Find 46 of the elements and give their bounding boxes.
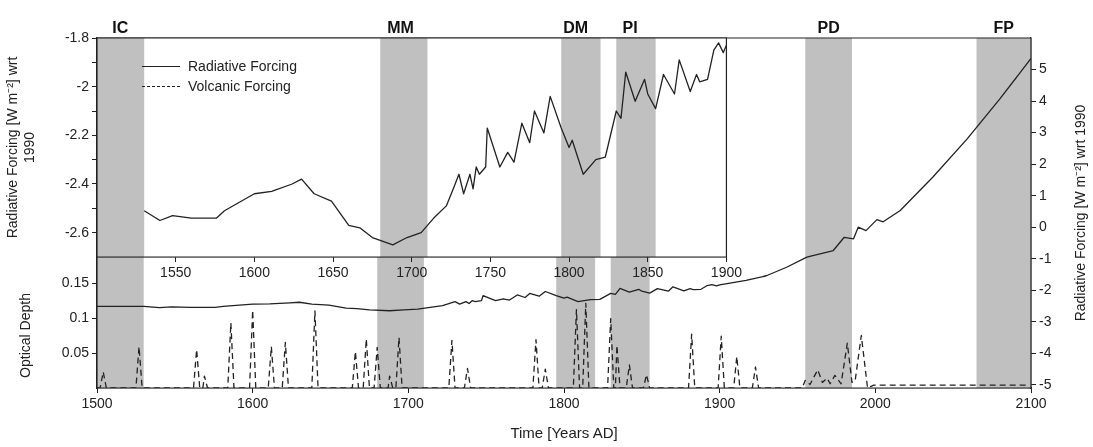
y2-tick-label: 4 [1039,91,1047,108]
x-tick-label: 1700 [396,264,428,281]
y2-tick-label: -4 [1039,344,1052,361]
y2-tick-label: -2 [1039,281,1052,298]
legend-label: Radiative Forcing [188,57,297,76]
y-tick-label: 0.1 [69,308,90,325]
y2-tick-label: 2 [1039,154,1047,171]
x-tick-label: 1850 [632,264,664,281]
band-label: PD [817,19,840,37]
x-tick-label: 1600 [238,264,271,281]
x-tick-label: 1550 [160,264,192,281]
x-tick-label: 2100 [1015,395,1047,412]
x-tick-label: 1750 [474,264,507,281]
y-tick-label: -2.6 [64,223,90,240]
y-tick-label: 0.15 [61,273,90,290]
y2-tick-label: 5 [1039,60,1047,77]
legend-label: Volcanic Forcing [188,77,291,96]
x-tick-label: 1650 [317,264,349,281]
x-tick-label: 1900 [704,395,736,412]
x-tick-label: 1500 [81,395,113,412]
y2-tick-label: 0 [1039,218,1047,235]
y-tick-label: -1.8 [64,28,90,45]
x-axis-title: Time [Years AD] [510,424,618,442]
y-tick-label: -2.4 [64,174,90,191]
band-label: IC [112,19,129,37]
y2-axis-title: Radiative Forcing [W m⁻²] wrt 1990 [1071,104,1088,322]
y-tick-label: 0.05 [61,343,90,360]
band-label: PI [622,19,638,37]
y2-tick-label: -5 [1039,375,1052,392]
x-tick-label: 2000 [859,395,892,412]
band-label: DM [563,19,589,37]
y2-tick-label: 1 [1039,186,1047,203]
y2-tick-label: -3 [1039,312,1052,329]
y2-tick-label: -1 [1039,249,1052,266]
y-tick-label: -2 [76,77,90,94]
y2-tick-label: 3 [1039,123,1047,140]
x-tick-label: 1800 [548,395,580,412]
y-tick-label: -2.2 [64,126,90,143]
x-tick-label: 1900 [710,264,743,281]
band-label: FP [993,19,1015,37]
x-tick-label: 1700 [392,395,425,412]
x-tick-label: 1600 [237,395,269,412]
band-label: MM [387,19,414,37]
x-tick-label: 1800 [553,264,585,281]
y-axis-title: Optical Depth [16,293,33,378]
y-axis-title: Radiative Forcing [W m⁻²] wrt 1990 [4,56,38,239]
